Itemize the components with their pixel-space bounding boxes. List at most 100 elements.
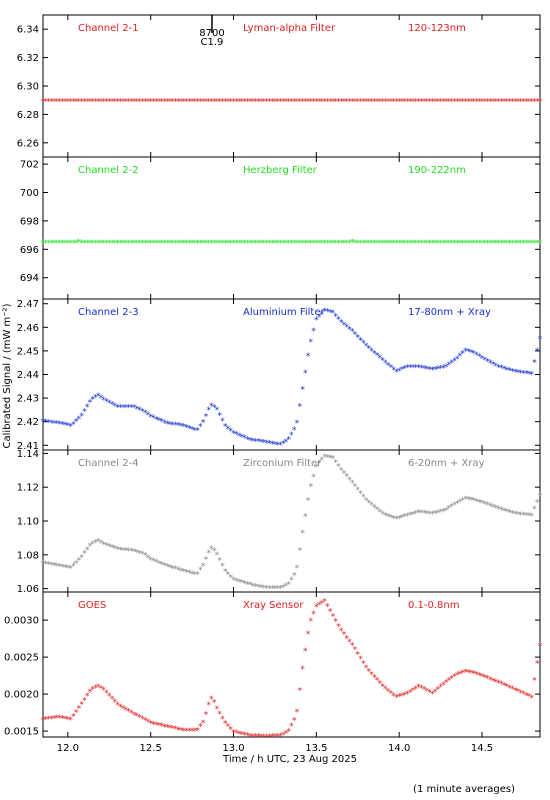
data-point: *	[297, 98, 302, 108]
data-point: *	[438, 98, 443, 108]
y-tick-label: 6.30	[17, 82, 39, 93]
data-point: *	[314, 98, 319, 108]
data-point: *	[402, 513, 407, 523]
data-point: *	[305, 98, 310, 108]
data-point: *	[167, 563, 172, 573]
x-tick-label: 12.5	[140, 743, 162, 754]
data-point: *	[535, 239, 540, 249]
data-point: *	[361, 493, 366, 503]
data-point: *	[333, 98, 338, 108]
data-point: *	[297, 402, 302, 412]
data-point: *	[286, 98, 291, 108]
data-point: *	[84, 403, 89, 413]
data-point: *	[413, 685, 418, 695]
data-point: *	[438, 683, 443, 693]
data-point: *	[435, 239, 440, 249]
data-point: *	[206, 701, 211, 711]
data-point: *	[372, 673, 377, 683]
data-point: *	[300, 386, 305, 396]
data-point: *	[261, 439, 266, 449]
data-point: *	[510, 685, 515, 695]
data-point: *	[82, 98, 87, 108]
data-point: *	[214, 705, 219, 715]
data-point: *	[57, 98, 62, 108]
data-point: *	[112, 545, 117, 555]
data-point: *	[488, 359, 493, 369]
data-point: *	[278, 732, 283, 742]
data-point: *	[178, 239, 183, 249]
data-point: *	[350, 641, 355, 651]
data-point: *	[281, 98, 286, 108]
data-point: *	[234, 729, 239, 739]
data-point: *	[60, 239, 65, 249]
data-point: *	[264, 585, 269, 595]
data-point: *	[352, 646, 357, 656]
data-point: *	[380, 510, 385, 520]
data-point: *	[488, 676, 493, 686]
data-point: *	[474, 670, 479, 680]
data-point: *	[60, 98, 65, 108]
data-point: *	[399, 239, 404, 249]
data-point: *	[250, 239, 255, 249]
data-point: *	[140, 550, 145, 560]
data-point: *	[432, 365, 437, 375]
data-point: *	[123, 239, 128, 249]
data-point: *	[496, 679, 501, 689]
data-point: *	[178, 422, 183, 432]
data-point: *	[225, 571, 230, 581]
data-point: *	[51, 98, 56, 108]
data-point: *	[187, 239, 192, 249]
data-point: *	[441, 507, 446, 517]
data-point: *	[170, 239, 175, 249]
data-point: *	[338, 627, 343, 637]
channel-label: Channel 2-1	[78, 23, 139, 34]
data-point: *	[181, 422, 186, 432]
data-point: *	[316, 239, 321, 249]
data-point: *	[518, 511, 523, 521]
data-point: *	[245, 239, 250, 249]
data-point: *	[344, 239, 349, 249]
data-point: *	[350, 328, 355, 338]
data-point: *	[131, 547, 136, 557]
data-point: *	[200, 98, 205, 108]
data-point: *	[311, 327, 316, 337]
filter-label: Herzberg Filter	[243, 165, 318, 176]
data-point: *	[523, 370, 528, 380]
data-point: *	[82, 696, 87, 706]
y-tick-label: 1.10	[17, 517, 39, 528]
data-point: *	[96, 683, 101, 693]
data-point: *	[283, 582, 288, 592]
data-point: *	[515, 511, 520, 521]
data-point: *	[388, 364, 393, 374]
data-point: *	[474, 98, 479, 108]
data-point: *	[344, 634, 349, 644]
data-point: *	[104, 239, 109, 249]
data-point: *	[477, 671, 482, 681]
data-point: *	[170, 564, 175, 574]
data-point: *	[49, 419, 54, 429]
data-point: *	[499, 680, 504, 690]
data-point: *	[140, 98, 145, 108]
data-point: *	[223, 98, 228, 108]
data-point: *	[258, 239, 263, 249]
data-point: *	[471, 98, 476, 108]
data-point: *	[391, 239, 396, 249]
data-point: *	[165, 420, 170, 430]
data-point: *	[424, 98, 429, 108]
data-point: *	[192, 239, 197, 249]
data-point: *	[112, 402, 117, 412]
data-point: *	[79, 412, 84, 422]
data-point: *	[90, 395, 95, 405]
data-point: *	[316, 601, 321, 611]
data-point: *	[82, 407, 87, 417]
data-point: *	[84, 692, 89, 702]
data-point: *	[165, 563, 170, 573]
data-point: *	[156, 722, 161, 732]
data-point: *	[209, 402, 214, 412]
data-point: *	[537, 335, 542, 345]
data-point: *	[178, 726, 183, 736]
data-point: *	[402, 239, 407, 249]
data-point: *	[256, 733, 261, 743]
data-point: *	[416, 509, 421, 519]
